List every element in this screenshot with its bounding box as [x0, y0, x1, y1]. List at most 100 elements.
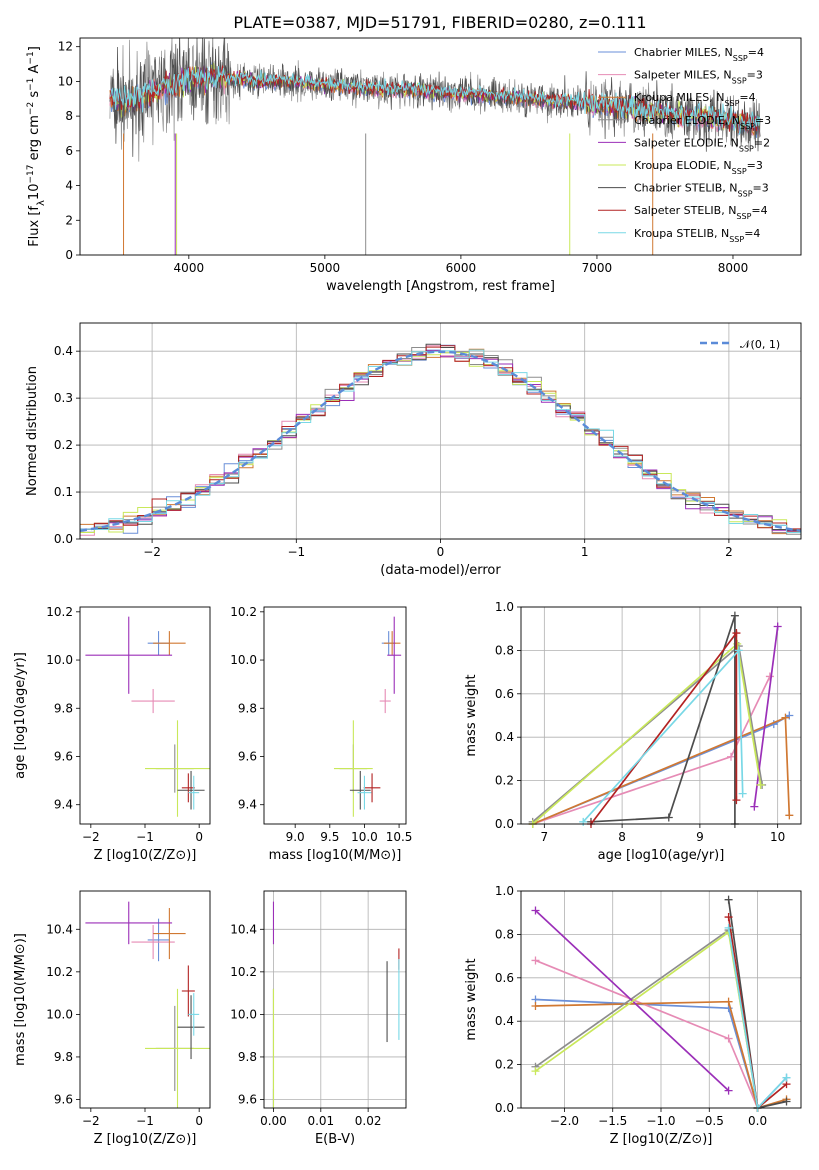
weight-line-2: [535, 1000, 787, 1110]
y-tick-label: 0.8: [495, 927, 514, 941]
axes-frame: [520, 606, 802, 825]
legend-label-2: Kroupa MILES, NSSP=4: [634, 91, 756, 108]
x-axis-label: Z [log10(Z/Z⊙)]: [610, 1132, 713, 1147]
figure-title: PLATE=0387, MJD=51791, FIBERID=0280, z=0…: [233, 13, 646, 32]
legend-tail: =4: [744, 227, 760, 240]
y-tick-label: 9.6: [54, 1092, 73, 1106]
weight-marker-1: [724, 1034, 733, 1043]
y-tick-label: 4: [65, 179, 73, 193]
y-tick-label: 10.2: [46, 965, 73, 979]
y-label-part: s: [27, 91, 42, 102]
x-tick-label: −2.0: [550, 1114, 579, 1128]
y-tick-label: 0.0: [495, 817, 514, 831]
x-axis-label: Z [log10(Z/Z⊙)]: [94, 1132, 197, 1147]
weight-lines: [531, 895, 791, 1112]
weight-marker-6: [730, 611, 739, 620]
legend-tail: =4: [739, 91, 755, 104]
y-label-part: −17: [26, 165, 36, 184]
panel-mass-vs-Z: −2 −1 0 9.6 9.8 10.0 10.2 10.4 Z [log10(Z/Z⊙)] ma…: [13, 890, 211, 1147]
y-tick-label: 9.6: [54, 749, 73, 763]
y-tick-label: 9.4: [238, 798, 257, 812]
legend-label-8: Kroupa STELIB, NSSP=4: [634, 227, 760, 244]
x-tick-label: 10.5: [386, 830, 413, 844]
x-tick-label: 9: [696, 830, 704, 844]
x-axis-label: (data-model)/error: [380, 563, 501, 578]
legend-sub: SSP: [724, 99, 739, 108]
y-tick-label: 8: [65, 109, 73, 123]
x-tick-label: 9.0: [286, 830, 305, 844]
y-tick-label: 10.2: [230, 605, 257, 619]
x-axis-label: E(B-V): [315, 1132, 355, 1147]
weight-marker-7: [724, 913, 733, 922]
legend-text: Salpeter MILES, N: [634, 69, 732, 82]
weight-lines: [528, 611, 794, 828]
y-tick-label: 10: [58, 74, 73, 88]
weight-marker-1: [765, 672, 774, 681]
y-tick-label: 0.4: [495, 730, 514, 744]
histogram-steps: [80, 343, 801, 539]
x-tick-label: −2: [82, 1114, 100, 1128]
errorbars: [272, 901, 400, 1108]
legend-sub: SSP: [739, 144, 754, 153]
legend-tail: =3: [755, 114, 771, 127]
legend-tail: =2: [754, 136, 770, 149]
x-tick-label: 9.5: [320, 830, 339, 844]
weight-marker-8: [724, 923, 733, 932]
x-tick-label: −0.5: [695, 1114, 724, 1128]
legend-normal-label: 𝒩(0, 1): [740, 338, 780, 351]
weight-marker-8: [734, 646, 743, 655]
y-tick-label: 12: [58, 40, 73, 54]
panel-age-vs-Z: −2 −1 0 9.4 9.6 9.8 10.0 10.2 Z [log10(Z/Z⊙)] age…: [13, 605, 211, 863]
x-tick-label: −1: [136, 830, 154, 844]
legend-sub: SSP: [736, 212, 751, 221]
chart-layer: 4000 5000 6000 7000 8000024681012wavelength …: [13, 37, 802, 1147]
legend-text: Chabrier ELODIE, N: [634, 114, 740, 127]
x-tick-label: −1.0: [646, 1114, 675, 1128]
legend-sub: SSP: [740, 121, 755, 130]
x-tick-label: 10: [770, 830, 785, 844]
x-tick-label: 8: [618, 830, 626, 844]
spectrum-line-8: [109, 66, 761, 136]
y-label-part: λ: [36, 200, 47, 206]
x-tick-label: −2: [143, 545, 161, 559]
legend-tail: =4: [751, 204, 767, 217]
weight-marker-8: [782, 1073, 791, 1082]
y-tick-label: 0.6: [495, 687, 514, 701]
axes-frame: [79, 322, 802, 540]
legend-tail: =3: [747, 69, 763, 82]
legend-label-3: Chabrier ELODIE, NSSP=3: [634, 114, 771, 131]
legend-sub: SSP: [738, 189, 753, 198]
legend-label-1: Salpeter MILES, NSSP=3: [634, 69, 763, 86]
x-tick-label: −1: [136, 1114, 154, 1128]
weight-marker-7: [732, 796, 741, 805]
y-tick-label: 1.0: [495, 884, 514, 898]
weight-marker-5: [756, 780, 765, 789]
x-tick-label: −2: [82, 830, 100, 844]
legend-text: Kroupa ELODIE, N: [634, 159, 732, 172]
y-tick-label: 0.6: [495, 971, 514, 985]
weight-line-8: [582, 648, 744, 823]
legend-text: Kroupa STELIB, N: [634, 227, 729, 240]
y-label-part: −2: [26, 102, 36, 115]
weight-marker-1: [531, 956, 540, 965]
x-axis-label: wavelength [Angstrom, rest frame]: [326, 279, 555, 294]
legend-tail: =3: [747, 159, 763, 172]
x-tick-label: 10.0: [351, 830, 378, 844]
y-axis-label: Normed distribution: [25, 366, 40, 496]
weight-marker-6: [724, 895, 733, 904]
legend-text: Salpeter STELIB, N: [634, 204, 736, 217]
weight-marker-2: [785, 811, 794, 820]
legend-label-5: Kroupa ELODIE, NSSP=3: [634, 159, 763, 176]
x-tick-label: 0.0: [748, 1114, 767, 1128]
legend-label-4: Salpeter ELODIE, NSSP=2: [634, 136, 770, 153]
axes-frame: [263, 606, 407, 825]
y-tick-label: 0: [65, 248, 73, 262]
panel-spectrum: 4000 5000 6000 7000 8000 0 2 4 6 8 10 12 wavelength …: [26, 37, 802, 294]
panel-mass-vs-ebv: 0.00 0.01 0.02 9.6 9.8 10.0 10.2 10.4 E(B-V): [230, 890, 407, 1147]
errorbars: [85, 616, 210, 817]
y-label-part: −1: [26, 51, 36, 64]
legend-tail: =4: [748, 46, 764, 59]
x-axis-label: age [log10(age/yr)]: [598, 848, 725, 863]
y-tick-label: 9.8: [54, 1050, 73, 1064]
weight-marker-5: [531, 1067, 540, 1076]
